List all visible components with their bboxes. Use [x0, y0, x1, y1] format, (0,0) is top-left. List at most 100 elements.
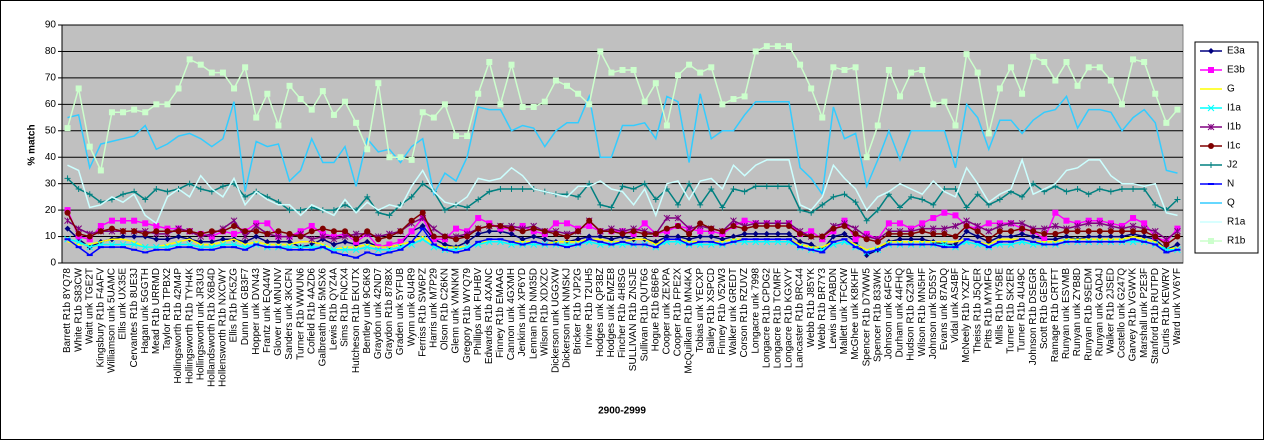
legend-marker — [1207, 104, 1215, 112]
data-point — [1174, 227, 1181, 235]
data-point — [441, 101, 448, 108]
x-tick-label: Turner R1b WWUN6 — [295, 268, 306, 360]
x-tick-label: Edwards R1b 4XANC — [484, 268, 495, 364]
data-point — [652, 230, 659, 237]
data-point — [619, 183, 626, 190]
data-point — [519, 185, 526, 192]
data-point — [64, 209, 71, 216]
data-point — [763, 183, 770, 190]
data-point — [1141, 59, 1148, 66]
data-point — [741, 93, 748, 100]
data-point — [1074, 82, 1081, 89]
x-tick-label: McQuilkan R1b MN4KA — [684, 268, 695, 374]
x-tick-label: Dickerson unk NMSKJ — [562, 268, 573, 368]
x-tick-label: Glover unk MNUNV — [273, 268, 284, 356]
data-point — [1096, 219, 1104, 227]
legend-label: R1a — [1227, 217, 1246, 228]
data-point — [175, 228, 182, 235]
data-point — [697, 201, 704, 208]
data-point — [708, 64, 715, 71]
x-tick-label: Ramage R1b CRTFT — [1050, 268, 1061, 362]
x-tick-label: Mead R1b URRMD — [151, 268, 162, 354]
x-tick-label: Scott R1b GESPP — [1039, 268, 1050, 349]
data-point — [619, 66, 626, 73]
data-point — [275, 238, 282, 245]
data-point — [630, 185, 637, 192]
data-point — [852, 236, 859, 243]
data-point — [752, 48, 759, 55]
data-point — [419, 109, 426, 116]
data-point — [1063, 188, 1070, 195]
data-point — [164, 188, 171, 195]
data-point — [674, 214, 682, 222]
data-point — [364, 238, 371, 245]
data-point — [541, 236, 548, 243]
data-point — [1130, 56, 1137, 63]
data-point — [674, 222, 681, 229]
data-point — [486, 222, 493, 229]
x-tick-label: Finney R1b V52W3 — [717, 268, 728, 355]
data-point — [974, 191, 981, 198]
data-point — [1107, 77, 1114, 84]
data-point — [941, 225, 948, 232]
data-point — [941, 209, 948, 216]
data-point — [397, 238, 404, 245]
data-point — [519, 103, 526, 110]
data-point — [730, 222, 737, 229]
data-point — [575, 228, 582, 235]
data-point — [120, 217, 127, 224]
data-point — [308, 228, 315, 235]
y-tick-label: 10 — [45, 231, 57, 242]
data-point — [697, 69, 704, 76]
data-point — [430, 233, 437, 240]
data-point — [197, 61, 204, 68]
data-point — [674, 72, 681, 79]
data-point — [963, 51, 970, 58]
data-point — [86, 243, 94, 251]
data-point — [830, 233, 837, 240]
data-point — [475, 225, 482, 232]
data-point — [1074, 185, 1081, 192]
data-point — [941, 98, 948, 105]
data-point — [1085, 64, 1092, 71]
data-point — [841, 66, 848, 73]
data-point — [785, 222, 792, 229]
data-point — [286, 207, 293, 214]
data-point — [852, 225, 859, 232]
data-point — [1107, 222, 1115, 230]
x-tick-label: Lewis R1b QYZ4A — [329, 268, 340, 351]
data-point — [885, 220, 892, 227]
data-point — [996, 222, 1004, 230]
data-point — [86, 143, 93, 150]
data-point — [974, 228, 981, 235]
data-point — [919, 220, 926, 227]
data-point — [963, 204, 970, 211]
x-tick-label: Cofield R1b 4AZD6 — [306, 268, 317, 355]
data-point — [763, 230, 770, 237]
x-tick-label: Taylor R1b TPBX2 — [162, 268, 173, 351]
x-tick-label: Marshall unk P2E3F — [1139, 268, 1150, 358]
x-tick-label: Lewis unk PABDN — [828, 268, 839, 349]
data-point — [708, 185, 715, 192]
data-point — [996, 228, 1003, 235]
data-point — [708, 225, 715, 232]
data-point — [752, 183, 759, 190]
y-tick-label: 40 — [45, 152, 57, 163]
data-point — [252, 222, 260, 230]
data-point — [530, 103, 537, 110]
data-point — [342, 201, 349, 208]
data-point — [341, 246, 349, 254]
data-point — [75, 238, 83, 246]
x-tick-label: Mallett unk TFCKW — [839, 267, 850, 354]
x-tick-label: Johnson R1b DSEGR — [1028, 268, 1039, 365]
data-point — [164, 101, 171, 108]
x-tick-label: Walker R1b 2JSED — [1105, 268, 1116, 354]
y-axis-title: % match — [27, 124, 38, 165]
data-point — [663, 225, 670, 232]
legend-label: I1c — [1227, 141, 1240, 152]
data-point — [308, 106, 315, 113]
data-point — [597, 228, 604, 235]
data-point — [231, 85, 238, 92]
data-point — [586, 101, 593, 108]
data-point — [697, 233, 704, 240]
